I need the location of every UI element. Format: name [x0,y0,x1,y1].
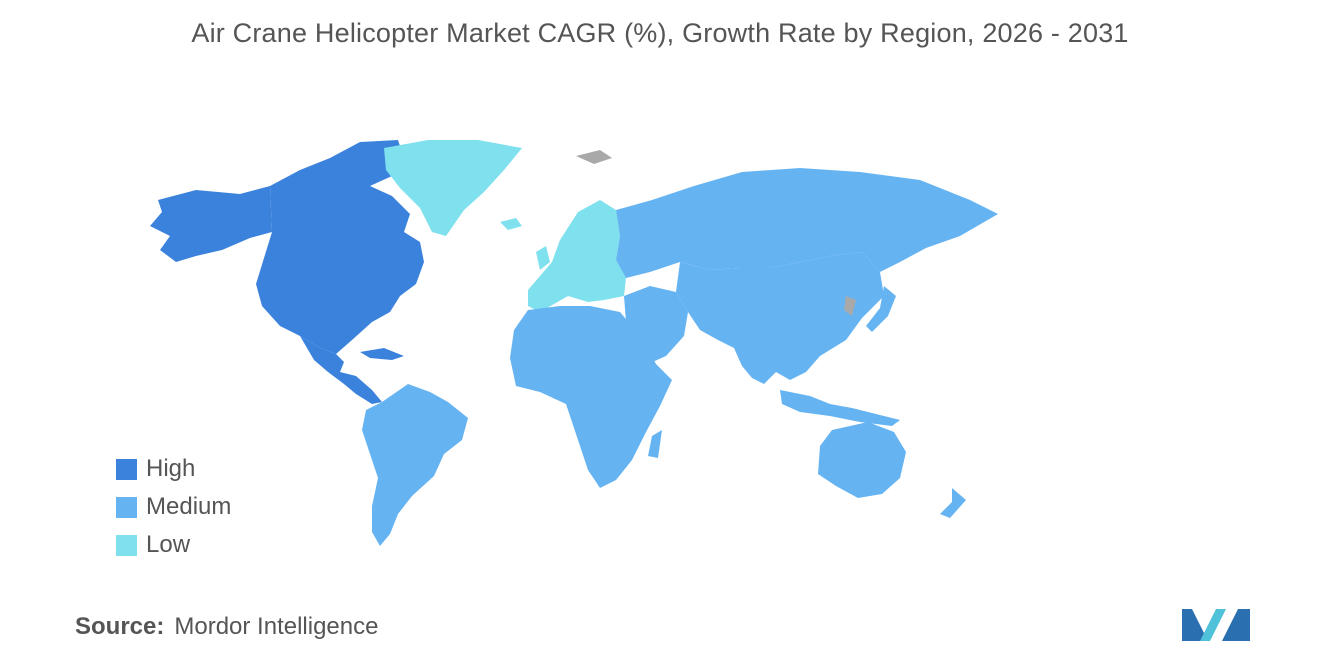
uk-shape [536,246,550,270]
svalbard-shape [576,150,612,164]
europe-shape [528,200,626,312]
region-greenland [384,140,522,236]
alaska-shape [150,186,272,262]
legend-label-low: Low [146,531,191,558]
region-middle-east-africa [510,286,688,488]
logo-right-mark [1222,609,1250,641]
russia-shape [616,168,998,278]
page-title: Air Crane Helicopter Market CAGR (%), Gr… [191,18,1129,48]
legend-swatch-medium [116,496,137,518]
southeast-asia-islands-shape [780,390,900,426]
logo-mid-mark [1200,609,1226,641]
region-no-data [576,150,856,316]
legend-label-high: High [146,455,196,482]
region-russia [616,168,998,278]
legend-swatch-high [116,458,137,480]
legend: High Medium Low [116,450,231,564]
canada-usa-shape [256,140,424,354]
legend-item-medium: Medium [116,488,231,526]
source-value: Mordor Intelligence [174,613,379,640]
new-zealand-shape [940,488,966,518]
legend-label-medium: Medium [146,493,232,520]
greenland-shape [384,140,522,236]
korea-shape [844,296,856,316]
source-label: Source: [75,613,165,640]
logo-left-mark [1182,609,1208,641]
japan-shape [866,286,896,332]
asia-shape [676,252,884,384]
region-north-america [150,140,424,404]
source-line: Source: Mordor Intelligence [75,613,378,641]
region-asia-pacific [676,252,966,518]
madagascar-shape [648,430,662,458]
legend-item-high: High [116,450,231,488]
legend-swatch-low [116,534,137,556]
iceland-shape [500,218,522,230]
legend-item-low: Low [116,526,231,564]
mexico-central-america-shape [300,336,382,404]
region-europe [528,200,626,312]
region-south-america [362,384,468,546]
south-america-shape [362,384,468,546]
australia-shape [818,422,906,498]
mordor-intelligence-logo [1182,609,1250,641]
africa-shape [510,306,672,488]
caribbean-shape [360,348,404,360]
